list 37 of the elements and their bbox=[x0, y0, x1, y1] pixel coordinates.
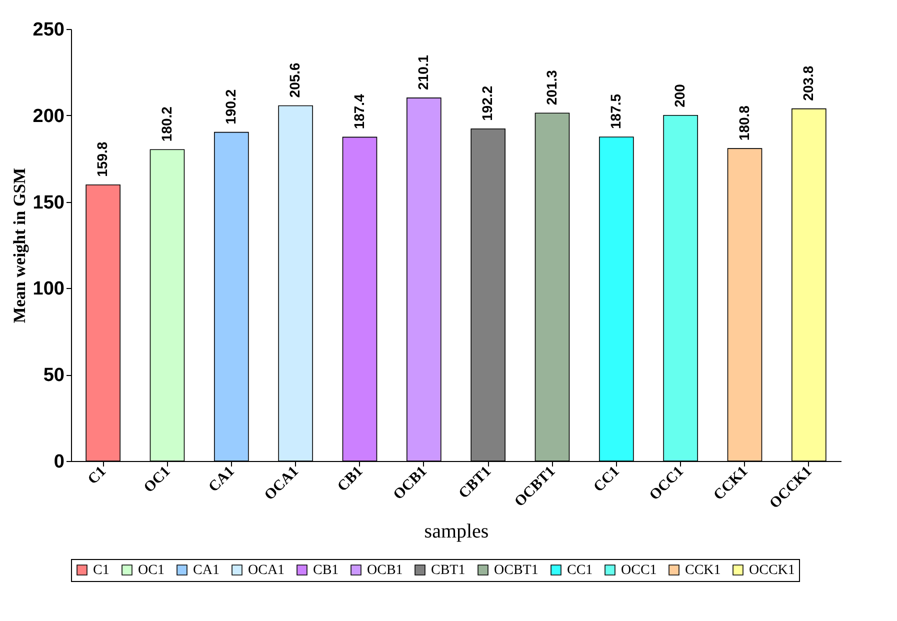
data-label: 210.1 bbox=[414, 54, 431, 90]
x-axis-title: samples bbox=[424, 520, 489, 542]
data-label: 190.2 bbox=[222, 89, 238, 124]
y-tick-label: 50 bbox=[43, 365, 64, 386]
y-tick-label: 0 bbox=[54, 452, 64, 472]
legend-label: OCBT1 bbox=[494, 563, 538, 578]
legend-label: C1 bbox=[93, 563, 110, 578]
x-tick-label: CC1 bbox=[590, 464, 623, 496]
legend-label: CBT1 bbox=[431, 563, 466, 578]
y-tick-label: 150 bbox=[32, 192, 64, 214]
x-tick-label: CA1 bbox=[206, 464, 238, 496]
data-label: 180.2 bbox=[158, 106, 174, 142]
legend-label: CB1 bbox=[313, 563, 339, 578]
legend-label: OCB1 bbox=[367, 563, 403, 578]
y-tick-label: 100 bbox=[32, 278, 64, 300]
legend-label: OC1 bbox=[138, 563, 164, 578]
legend-label: CA1 bbox=[193, 563, 220, 578]
legend-label: CCK1 bbox=[685, 563, 721, 578]
data-label: 200 bbox=[672, 84, 688, 108]
legend-label: OCA1 bbox=[248, 563, 285, 578]
data-label: 180.8 bbox=[736, 105, 752, 141]
x-tick-label: CB1 bbox=[334, 464, 366, 495]
y-axis-title: Mean weight in GSM bbox=[10, 168, 29, 324]
data-label: 203.8 bbox=[800, 66, 816, 101]
data-label: 205.6 bbox=[286, 62, 303, 98]
x-tick-label: OC1 bbox=[141, 464, 174, 496]
y-tick-label: 200 bbox=[32, 106, 64, 127]
y-tick-label: 250 bbox=[32, 20, 64, 40]
x-tick-label: C1 bbox=[85, 464, 110, 488]
legend-label: OCCK1 bbox=[749, 563, 795, 578]
data-label: 201.3 bbox=[543, 70, 560, 106]
data-label: 187.5 bbox=[607, 94, 624, 129]
data-label: 159.8 bbox=[94, 142, 110, 177]
data-label: 192.2 bbox=[479, 86, 496, 121]
legend-label: OCC1 bbox=[621, 563, 657, 578]
data-label: 187.4 bbox=[350, 94, 367, 130]
legend-label: CC1 bbox=[567, 563, 593, 578]
